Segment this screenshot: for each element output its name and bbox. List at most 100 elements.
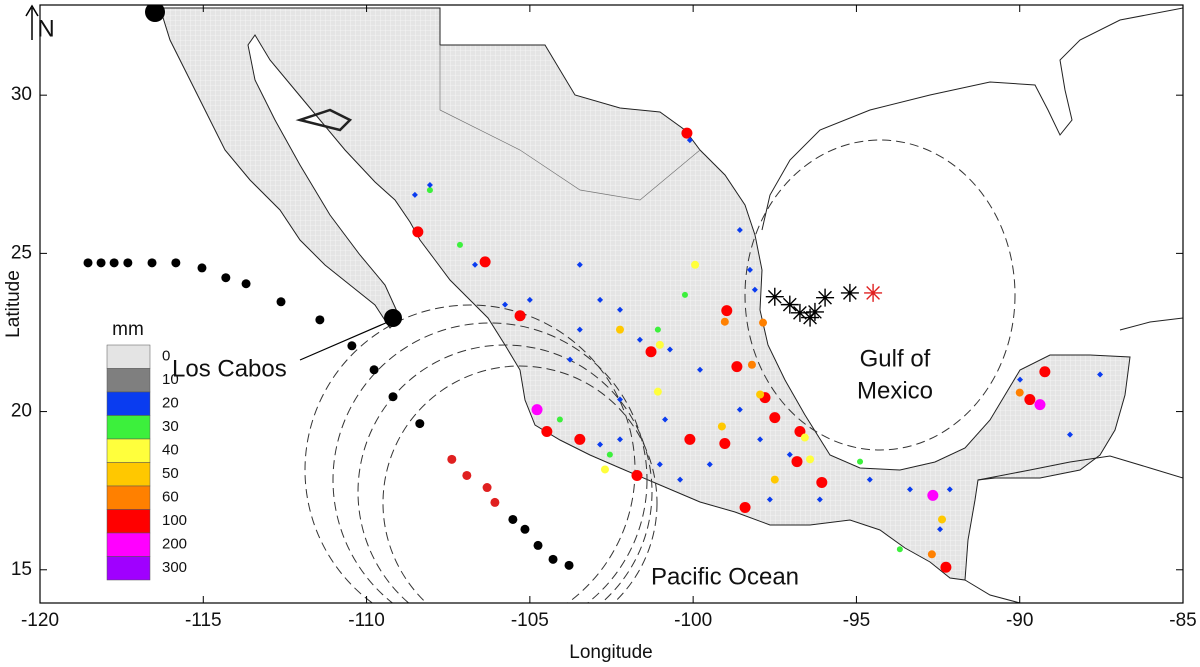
rain-point	[857, 458, 864, 465]
track-point	[147, 258, 157, 268]
track-point	[548, 554, 558, 564]
legend-swatch	[106, 438, 151, 463]
legend-label: 300	[162, 559, 187, 576]
x-tick-label: -105	[511, 610, 549, 631]
rain-point	[739, 501, 751, 513]
rain-point	[806, 455, 815, 464]
x-tick-label: -115	[185, 610, 222, 631]
track-asterisk	[864, 283, 883, 302]
x-axis-label: Longitude	[569, 642, 652, 663]
rain-point	[756, 390, 765, 399]
rain-point	[636, 336, 643, 343]
rain-point	[666, 346, 673, 353]
legend-label: 0	[162, 348, 170, 365]
x-tick-label: -100	[674, 610, 712, 631]
rain-point	[631, 469, 643, 481]
rain-point	[426, 187, 433, 194]
rain-point	[927, 550, 936, 559]
rain-point	[684, 433, 696, 445]
rain-point	[906, 486, 913, 493]
rain-point	[759, 318, 768, 327]
rain-point	[531, 404, 543, 416]
rain-point	[656, 461, 663, 468]
track-point	[96, 258, 106, 268]
track-point	[276, 297, 286, 307]
legend-label: 10	[162, 371, 179, 388]
track-point	[533, 540, 543, 550]
rain-point	[654, 326, 661, 333]
legend-swatch	[106, 391, 151, 416]
rain-point	[653, 387, 662, 396]
y-tick-label: 30	[11, 84, 32, 105]
track-point	[347, 341, 357, 351]
legend-label: 30	[162, 418, 179, 435]
rain-point	[479, 256, 491, 268]
rain-point	[736, 406, 743, 413]
legend-swatch	[106, 462, 151, 487]
x-tick-label: -90	[1006, 610, 1033, 631]
rain-point	[757, 436, 764, 443]
rain-point	[576, 261, 583, 268]
annotation: Gulf of	[860, 345, 931, 372]
rain-point	[1067, 431, 1074, 438]
track-point	[520, 524, 530, 534]
rain-point	[471, 261, 478, 268]
coastlines	[295, 7, 1183, 603]
rain-point	[606, 451, 613, 458]
track-point	[508, 514, 518, 524]
track-point	[315, 315, 325, 325]
annotation: Pacific Ocean	[651, 563, 799, 590]
legend-label: 100	[162, 512, 187, 529]
track-asterisk	[816, 288, 835, 307]
track-point	[369, 365, 379, 375]
y-tick-label: 15	[11, 559, 32, 580]
rain-point	[717, 422, 726, 431]
rain-point	[616, 436, 623, 443]
legend-swatch	[106, 509, 151, 534]
legend-swatch	[106, 368, 151, 393]
track-point	[482, 483, 492, 493]
track-point	[415, 419, 425, 429]
track-point	[462, 470, 472, 480]
rain-point	[576, 326, 583, 333]
wind-radius	[357, 344, 653, 603]
track-point	[388, 392, 398, 402]
rain-point	[719, 438, 731, 450]
rain-point	[946, 486, 953, 493]
annotation: Los Cabos	[172, 355, 287, 382]
rain-point	[426, 182, 433, 189]
legend-swatch	[106, 485, 151, 510]
wind-radius	[304, 304, 636, 603]
y-axis-label: Latitude	[3, 270, 24, 338]
rain-point	[655, 340, 664, 349]
track-asterisk	[805, 302, 824, 321]
rain-point	[456, 241, 463, 248]
legend-label: 200	[162, 536, 187, 553]
rain-point	[662, 416, 669, 423]
rain-point	[541, 426, 553, 438]
rain-point	[1015, 388, 1024, 397]
legend-swatch	[106, 532, 151, 557]
annotation: Mexico	[857, 377, 933, 404]
rain-point	[574, 433, 586, 445]
rain-point	[937, 515, 946, 524]
wind-radius	[332, 322, 648, 603]
wind-radius	[744, 139, 1016, 451]
rain-point	[766, 496, 773, 503]
track-point	[123, 258, 133, 268]
rain-point	[866, 476, 873, 483]
rain-point	[751, 286, 758, 293]
rain-point	[686, 137, 693, 144]
rain-point	[567, 356, 574, 363]
rain-point	[1034, 399, 1046, 411]
rain-point	[502, 301, 509, 308]
rain-point	[816, 496, 823, 503]
rain-point	[616, 396, 623, 403]
rain-point	[1097, 371, 1104, 378]
track-point	[241, 279, 251, 289]
rain-point	[1039, 366, 1051, 378]
rain-point	[681, 127, 693, 139]
track-point	[197, 263, 207, 273]
data-marks	[83, 127, 1104, 573]
